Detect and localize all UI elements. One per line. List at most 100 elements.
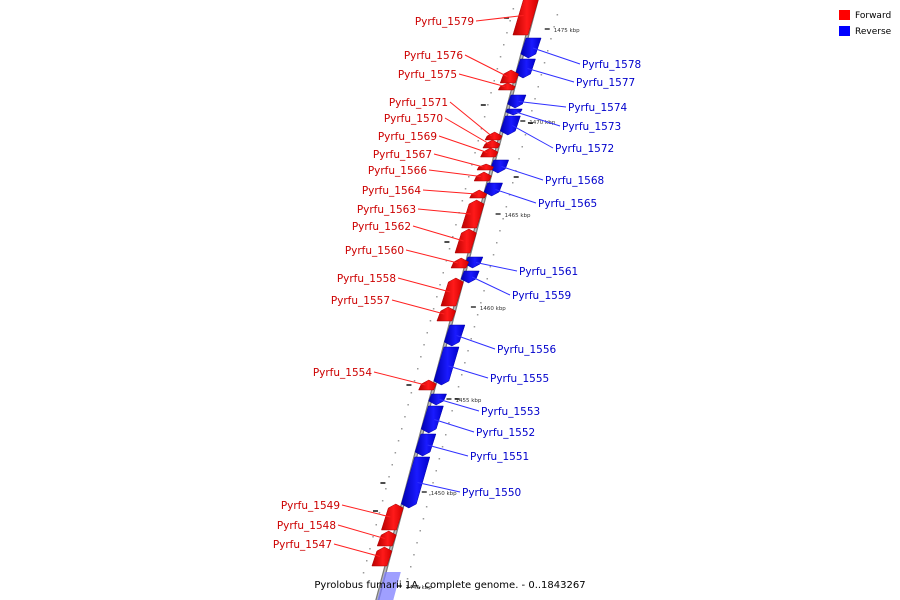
gene-leader-line [475, 15, 524, 22]
axis-dot [521, 146, 523, 148]
gene-pyrfu-1557 [436, 306, 457, 322]
axis-dot [407, 404, 409, 406]
gene-pyrfu-1563 [461, 199, 485, 229]
axis-dot [385, 488, 387, 490]
gene-leader-line [433, 153, 484, 168]
axis-dot [436, 296, 438, 298]
tick-label: 1450 kbp [431, 491, 457, 497]
gene-pyrfu-1550 [401, 456, 431, 509]
axis-dot [534, 98, 536, 100]
gene-label-pyrfu-1552: Pyrfu_1552 [476, 427, 535, 439]
axis-dot [429, 320, 432, 322]
gene-label-pyrfu-1547: Pyrfu_1547 [273, 539, 332, 551]
axis-dot [486, 278, 488, 280]
axis-dot [489, 266, 492, 268]
legend-forward-label: Forward [855, 11, 891, 21]
gene-leader-line [341, 504, 391, 518]
axis-dot [474, 152, 476, 154]
gene-leader-line [532, 47, 581, 65]
tick-label: 1470 kbp [529, 120, 555, 126]
axis-dot [417, 368, 419, 370]
axis-dot [422, 518, 425, 520]
gene-pyrfu-1573 [505, 108, 523, 116]
gene-label-pyrfu-1568: Pyrfu_1568 [545, 175, 604, 187]
axis-dot [441, 446, 444, 448]
tick-label: 1475 kbp [554, 28, 580, 34]
gene-pyrfu-1555 [433, 346, 460, 386]
gene-leader-line [475, 262, 518, 272]
axis-dot [499, 230, 501, 232]
gene-pyrfu-1551 [414, 433, 437, 457]
gene-pyrfu-1552 [420, 405, 444, 434]
gene-label-pyrfu-1550: Pyrfu_1550 [462, 487, 521, 499]
gene-label-pyrfu-1558: Pyrfu_1558 [337, 273, 396, 285]
axis-dot [518, 158, 520, 160]
axis-dot [410, 566, 412, 568]
axis-dot [476, 314, 479, 316]
axis-dot [537, 86, 539, 88]
gene-pyrfu-1558 [440, 277, 464, 307]
gene-leader-line [427, 444, 469, 457]
axis-dot [470, 338, 472, 340]
gene-leader-line [405, 249, 458, 264]
gene-label-pyrfu-1566: Pyrfu_1566 [368, 165, 428, 177]
gene-pyrfu-1565 [483, 182, 503, 197]
gene-label-pyrfu-1565: Pyrfu_1565 [538, 198, 597, 210]
axis-dot [391, 464, 393, 466]
axis-dot [378, 512, 381, 514]
gene-leader-line [456, 335, 496, 350]
axis-dot [401, 428, 403, 430]
gene-features [371, 0, 542, 600]
axis-dot [505, 206, 508, 208]
axis-dot [429, 494, 431, 496]
axis-dot [442, 272, 444, 274]
axis-ticks: 1475 kbp 1470 kbp 1465 kbp 1460 kbp 1455 kbp… [396, 28, 580, 591]
axis-dot [432, 482, 434, 484]
gene-label-pyrfu-1559: Pyrfu_1559 [512, 290, 571, 302]
gene-leader-line [458, 73, 505, 87]
gene-label-pyrfu-1554: Pyrfu_1554 [313, 367, 373, 379]
gene-leader-line [495, 189, 537, 204]
gene-leader-line [417, 208, 471, 215]
gene-pyrfu-1562 [454, 228, 477, 254]
gene-pyrfu-1549 [381, 503, 404, 531]
gene-label-pyrfu-1570: Pyrfu_1570 [384, 113, 443, 125]
axis-dot [416, 542, 418, 544]
gene-leader-line [515, 111, 561, 127]
gene-label-pyrfu-1576: Pyrfu_1576 [404, 50, 464, 62]
gene-label-pyrfu-1569: Pyrfu_1569 [378, 131, 437, 143]
axis-dot [455, 224, 457, 226]
gene-label-pyrfu-1575: Pyrfu_1575 [398, 69, 457, 81]
gene-leader-line [337, 524, 385, 539]
axis-dot [531, 110, 533, 112]
axis-dot [420, 356, 422, 358]
axis-dot [473, 326, 476, 328]
axis-dot [547, 50, 549, 52]
gene-pyrfu-1579 [512, 0, 539, 36]
axis-dot [404, 416, 406, 418]
axis-dot [381, 500, 384, 502]
axis-dot [388, 476, 390, 478]
gene-leader-line [438, 135, 488, 153]
gene-leader-line [448, 365, 489, 379]
gene-label-pyrfu-1551: Pyrfu_1551 [470, 451, 529, 463]
tick-label: 1445 kbp [406, 585, 432, 591]
gene-label-pyrfu-1573: Pyrfu_1573 [562, 121, 621, 133]
gene-label-pyrfu-1572: Pyrfu_1572 [555, 143, 614, 155]
gene-leader-line [527, 68, 575, 83]
axis-dot [461, 374, 463, 376]
genome-caption: Pyrolobus fumarii 1A, complete genome. -… [314, 580, 585, 591]
axis-dot [493, 80, 495, 82]
gene-pyrfu-1572 [499, 115, 521, 136]
gene-leader-line [444, 117, 490, 145]
axis-dot [362, 572, 365, 574]
axis-dot [445, 434, 447, 436]
gene-leader-line [449, 101, 492, 137]
tick-label: 1465 kbp [505, 213, 531, 219]
gene-label-pyrfu-1571: Pyrfu_1571 [389, 97, 448, 109]
axis-dot [426, 332, 428, 334]
axis-dot [413, 380, 416, 382]
gene-leader-line [373, 371, 426, 386]
axis-dot [438, 458, 441, 460]
axis-dot [448, 422, 450, 424]
